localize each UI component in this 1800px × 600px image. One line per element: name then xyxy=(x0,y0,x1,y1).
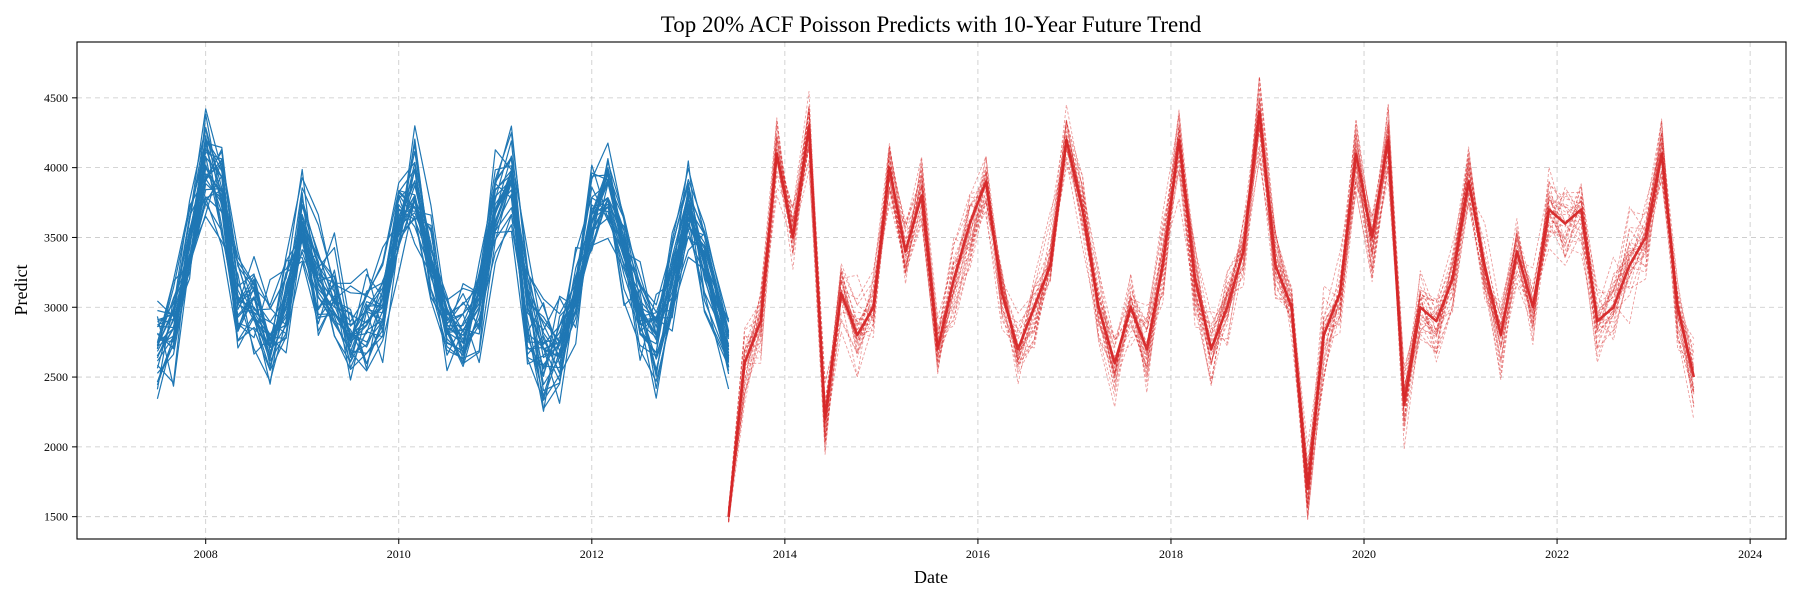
tick-layer: 2008 2010 2012 2014 2016 2018 2020 2022 2024 1500… xyxy=(44,91,1762,561)
future-trend-line xyxy=(728,97,1695,518)
future-trend-line xyxy=(728,111,1695,512)
historical-line xyxy=(157,164,730,372)
chart-title: Top 20% ACF Poisson Predicts with 10-Yea… xyxy=(661,12,1202,37)
y-tick-label: 4000 xyxy=(44,161,68,175)
x-tick-label: 2014 xyxy=(773,547,797,561)
future-trend-line xyxy=(728,132,1695,511)
y-tick-label: 3000 xyxy=(44,300,68,314)
future-trend-central-line xyxy=(727,110,1696,517)
y-tick-label: 2000 xyxy=(44,440,68,454)
future-trend-line xyxy=(728,111,1695,523)
series-layer xyxy=(156,76,1696,523)
y-tick-label: 1500 xyxy=(44,510,68,524)
x-tick-label: 2018 xyxy=(1159,547,1183,561)
future-trend-line xyxy=(728,123,1695,518)
x-tick-label: 2024 xyxy=(1738,547,1762,561)
future-trend-line xyxy=(728,99,1695,515)
y-tick-label: 2500 xyxy=(44,370,68,384)
future-trend-line xyxy=(728,118,1695,509)
future-trend-line xyxy=(728,133,1695,509)
future-trend-line xyxy=(728,76,1695,523)
plot-frame xyxy=(76,41,1787,540)
x-tick-label: 2016 xyxy=(966,547,990,561)
future-trend-line xyxy=(728,84,1695,509)
future-trend-line xyxy=(728,104,1695,509)
future-trend-line xyxy=(728,88,1695,521)
x-axis-label: Date xyxy=(914,567,948,587)
historical-central-line xyxy=(156,166,730,357)
future-trend-line xyxy=(728,76,1695,509)
future-trend-line xyxy=(728,127,1695,511)
future-trend-line xyxy=(728,108,1695,523)
y-axis-label: Predict xyxy=(11,265,31,316)
x-tick-label: 2010 xyxy=(387,547,411,561)
x-tick-label: 2022 xyxy=(1545,547,1569,561)
future-trend-line xyxy=(728,101,1695,521)
grid-layer xyxy=(77,42,1786,539)
y-tick-label: 3500 xyxy=(44,230,68,244)
historical-line xyxy=(157,147,730,376)
x-tick-label: 2012 xyxy=(580,547,604,561)
y-tick-label: 4500 xyxy=(44,91,68,105)
x-tick-label: 2008 xyxy=(194,547,218,561)
historical-line xyxy=(157,108,730,370)
future-trend-line xyxy=(728,112,1695,520)
x-tick-label: 2020 xyxy=(1352,547,1376,561)
future-trend-line xyxy=(728,105,1695,520)
